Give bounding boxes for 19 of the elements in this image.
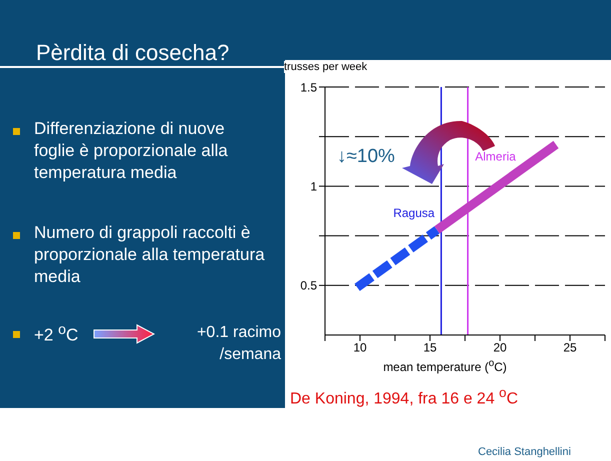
annotation: ↓≈10% [337,146,395,168]
text: Pèrdita di cosecha? [36,40,230,66]
y-tick-label: 0.5 [300,278,318,293]
text: +0.1 racimo /semana [196,323,281,365]
y-axis-title: trusses per week [284,61,368,73]
text: +2 $^{o}$C [34,322,78,346]
x-tick-label: 25 [563,340,577,355]
text: Cecilia Stanghellini [478,446,571,458]
y-tick-label: 1.5 [300,80,318,94]
x-axis-title: mean temperature ($^{o}$C) [382,358,508,374]
x-tick-label: 10 [353,340,367,355]
x-tick-label: 20 [493,340,507,355]
ref-line-label: Almeria [475,150,516,164]
ref-line-label: Ragusa [393,206,435,220]
y-tick-label: 1 [310,179,318,194]
text: Differenziazione di nuove foglie è proporzionale alla temperatura media [34,118,229,184]
text: Numero di grappoli raccolti è proporzionale alla temperatura media [34,222,266,288]
x-tick-label: 15 [423,340,437,355]
text: De Koning, 1994, fra 16 e 24 $^{o}$C [290,385,518,408]
